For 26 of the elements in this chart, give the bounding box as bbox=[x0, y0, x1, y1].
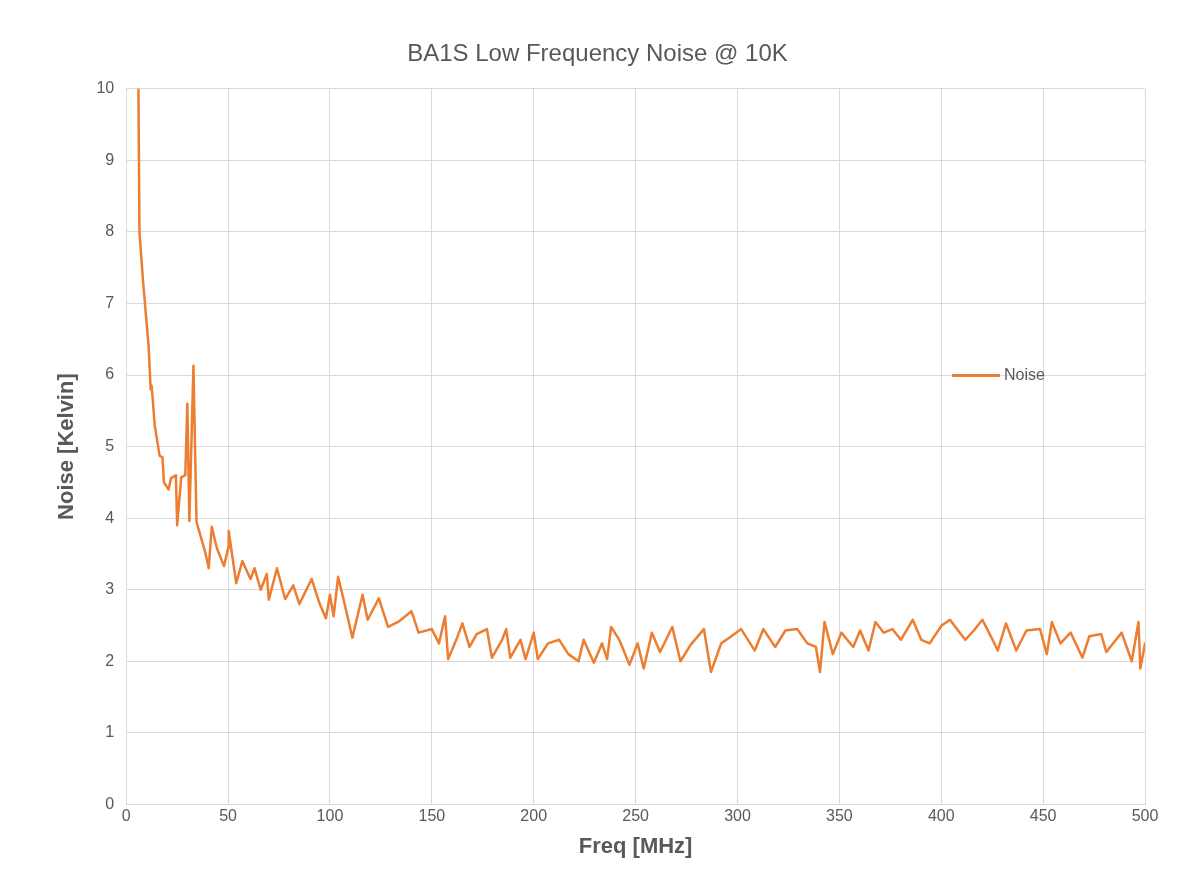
y-tick-label: 8 bbox=[105, 222, 115, 240]
x-tick-label: 250 bbox=[622, 807, 650, 825]
x-axis-title: Freq [MHz] bbox=[578, 832, 693, 858]
y-tick-label: 7 bbox=[105, 293, 115, 311]
y-tick-label: 10 bbox=[96, 79, 115, 97]
x-tick-label: 350 bbox=[826, 807, 853, 825]
x-tick-label: 0 bbox=[121, 807, 131, 825]
y-axis-title: Noise [Kelvin] bbox=[53, 373, 79, 520]
y-tick-label: 3 bbox=[105, 580, 115, 598]
y-tick-label: 6 bbox=[105, 365, 115, 383]
y-tick-label: 9 bbox=[105, 150, 115, 168]
legend-label: Noise bbox=[1004, 366, 1045, 385]
x-tick-label: 500 bbox=[1131, 807, 1159, 825]
x-tick-label: 150 bbox=[418, 807, 446, 825]
x-tick-label: 200 bbox=[520, 807, 548, 825]
y-tick-label: 5 bbox=[105, 437, 115, 455]
y-tick-label: 0 bbox=[105, 794, 115, 812]
x-tick-label: 100 bbox=[316, 807, 344, 825]
x-tick-label: 50 bbox=[219, 807, 238, 825]
chart-title: BA1S Low Frequency Noise @ 10K bbox=[407, 39, 788, 67]
y-tick-label: 2 bbox=[105, 651, 115, 669]
x-tick-label: 450 bbox=[1029, 807, 1057, 825]
y-tick-label: 4 bbox=[105, 508, 115, 526]
y-tick-label: 1 bbox=[105, 723, 115, 741]
x-tick-label: 300 bbox=[724, 807, 751, 825]
x-tick-label: 400 bbox=[927, 807, 955, 825]
